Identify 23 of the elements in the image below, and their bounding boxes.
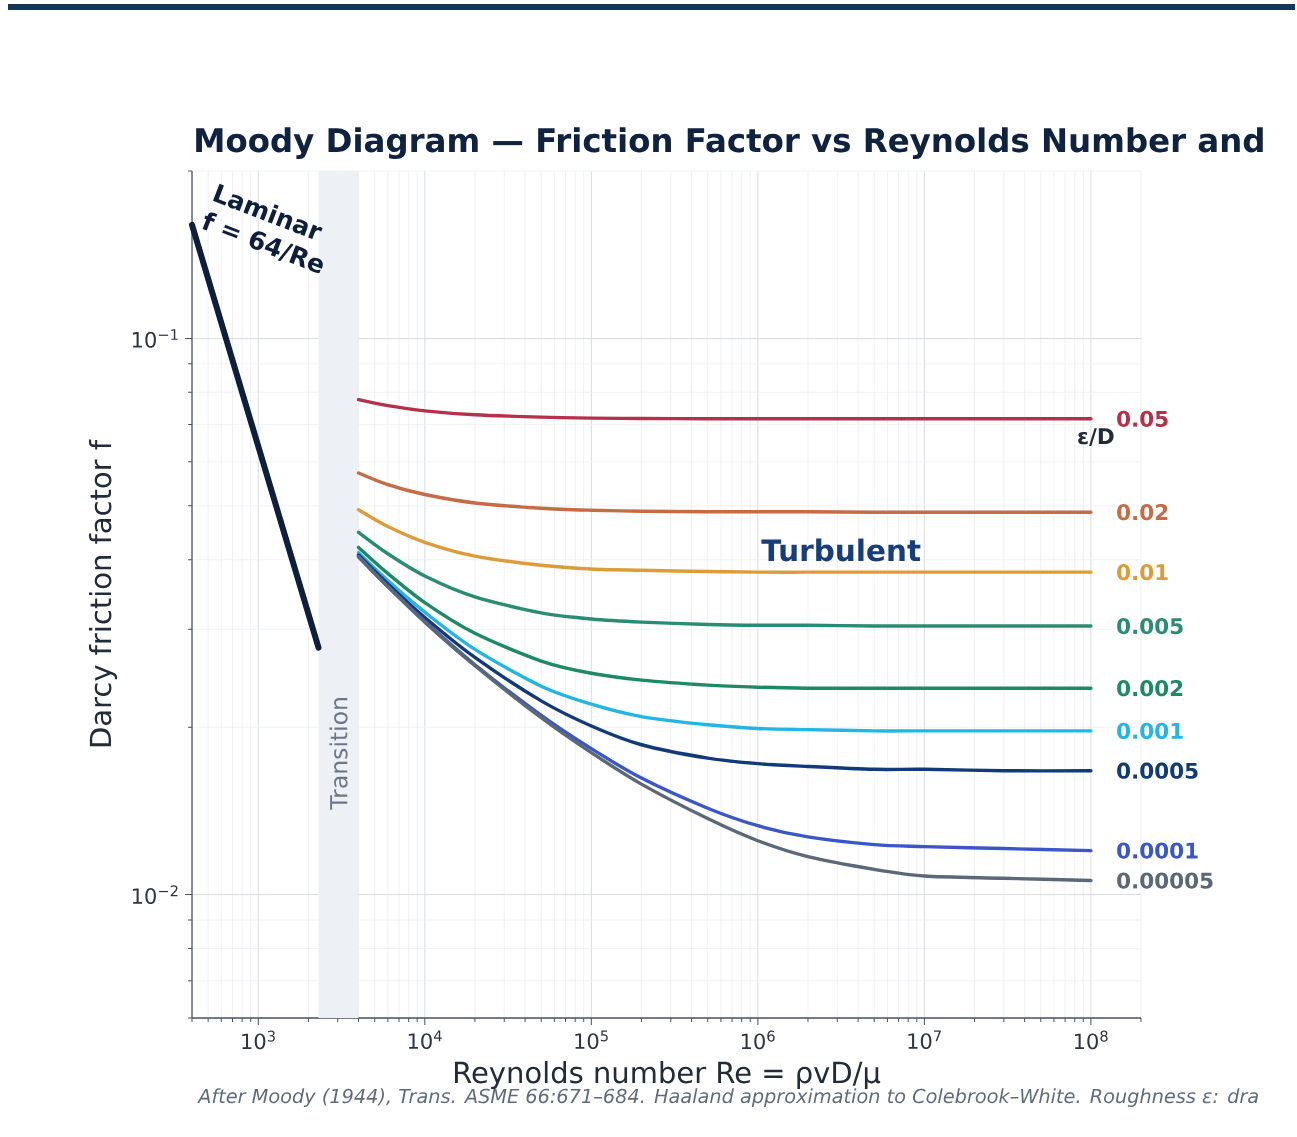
series-label: 0.00005 xyxy=(1117,872,1213,889)
series-label: 0.0005 xyxy=(1117,762,1198,779)
y-tick-label: 10$^{−1}$ xyxy=(132,329,178,348)
x-tick-label: 10$^{4}$ xyxy=(408,1030,442,1050)
x-tick-label: 10$^{7}$ xyxy=(908,1030,941,1050)
annotation: ε/D xyxy=(1078,428,1114,446)
y-tick-label: 10$^{−2}$ xyxy=(132,885,178,904)
y-axis-title: Darcy friction factor f xyxy=(88,439,118,747)
x-tick-label: 10$^{6}$ xyxy=(741,1030,775,1050)
x-tick-label: 10$^{5}$ xyxy=(575,1030,608,1050)
series-label: 0.0001 xyxy=(1117,842,1198,859)
band-label: Transition xyxy=(329,698,348,810)
series-label: 0.001 xyxy=(1117,722,1183,739)
x-tick-label: 10$^{8}$ xyxy=(1074,1030,1108,1050)
annotation: Turbulent xyxy=(761,538,921,562)
series-label: 0.002 xyxy=(1117,680,1183,697)
chart-title: Moody Diagram — Friction Factor vs Reynolds Number and xyxy=(196,127,1263,159)
series-label: 0.02 xyxy=(1117,504,1168,521)
series-label: 0.005 xyxy=(1117,617,1183,635)
text: After Moody (1944), Trans. ASME 66:671–684. Haaland approximation to Colebrook–White. Roughness ε: dra xyxy=(197,1088,1258,1108)
series-label: 0.05 xyxy=(1117,410,1168,427)
series-label: 0.01 xyxy=(1117,564,1168,581)
x-tick-label: 10$^{3}$ xyxy=(242,1030,275,1050)
